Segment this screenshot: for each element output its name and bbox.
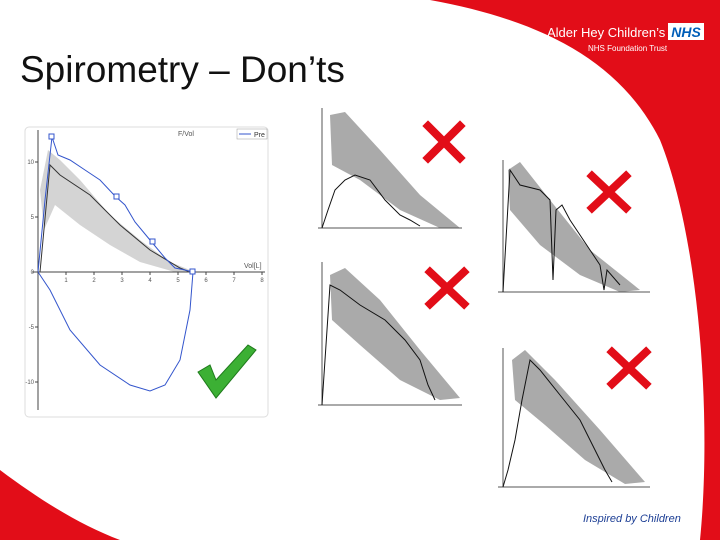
x-tick-label: 3: [120, 278, 124, 284]
x-axis-label: Vol[L]: [244, 263, 262, 270]
predicted-line: [39, 163, 191, 273]
crosses: [422, 120, 652, 390]
normal-band: [330, 268, 460, 400]
logo-subtitle: NHS Foundation Trust: [588, 44, 668, 53]
red-band: [430, 0, 720, 540]
legend-box: [236, 128, 268, 140]
logo-badge-box: [668, 23, 704, 40]
trace: [321, 174, 421, 229]
normal-band: [40, 150, 195, 272]
bad-example-4: [498, 348, 650, 488]
y-tick-label: -10: [25, 380, 34, 386]
bad-example-1: [318, 108, 462, 229]
x-tick-label: 4: [148, 278, 152, 284]
curve-marker: [113, 193, 120, 200]
normal-band: [512, 350, 645, 484]
trace: [502, 358, 613, 488]
y-tick-label: -5: [29, 325, 35, 331]
y-tick-label: 10: [27, 160, 34, 166]
x-tick-label: 6: [204, 278, 208, 284]
curve-marker: [48, 133, 55, 140]
logo-name: Alder Hey Children’s: [547, 25, 666, 40]
cross: [424, 266, 470, 310]
flow-volume-chart: F/Vol Pre Vol[L] 1 2 3 4 5 6 7 8 10 5 0 -5 -10: [24, 126, 269, 418]
x-tick-label: 7: [232, 278, 236, 284]
ticks: 1 2 3 4 5 6 7 8 10 5 0 -5 -10: [25, 160, 264, 386]
slide-title: Spirometry – Don’ts: [20, 49, 345, 90]
x-tick-label: 1: [64, 278, 68, 284]
tagline: Inspired by Children: [583, 513, 681, 525]
bad-example-3: [318, 262, 462, 406]
pre-curve: [37, 136, 194, 392]
bad-example-2: [498, 160, 650, 293]
red-corner: [0, 470, 120, 540]
x-tick-label: 8: [260, 278, 264, 284]
trace: [321, 284, 436, 406]
check-mark: [197, 344, 257, 399]
x-tick-label: 5: [176, 278, 180, 284]
curve-marker: [149, 238, 156, 245]
cross: [586, 170, 632, 214]
logo-badge: NHS: [671, 24, 701, 40]
legend-label: Pre: [254, 132, 265, 139]
y-tick-label: 0: [31, 270, 35, 276]
cross: [606, 346, 652, 390]
trace: [502, 168, 621, 293]
curve-marker: [189, 268, 196, 275]
chart-title: F/Vol: [178, 131, 194, 138]
x-tick-label: 2: [92, 278, 96, 284]
normal-band: [330, 112, 460, 228]
cross: [422, 120, 466, 164]
normal-band: [508, 162, 640, 292]
y-tick-label: 5: [31, 215, 35, 221]
